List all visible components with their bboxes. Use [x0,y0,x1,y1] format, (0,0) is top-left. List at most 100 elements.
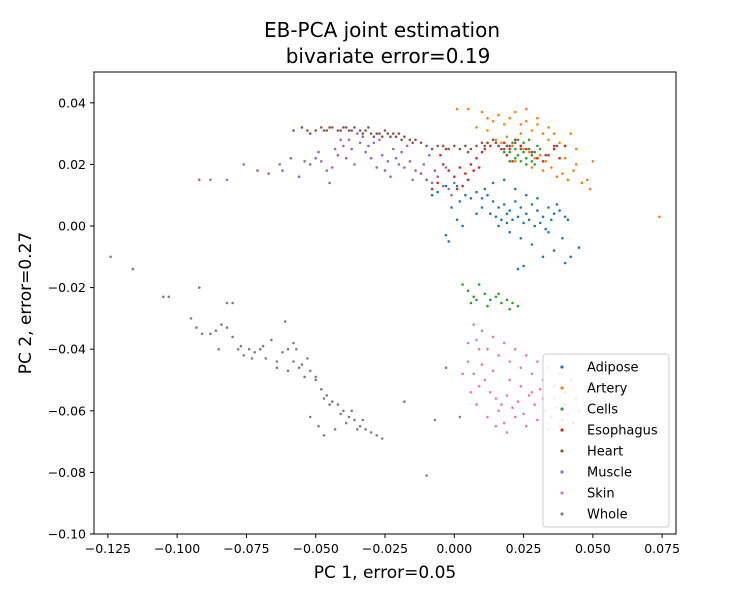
data-point [292,341,295,345]
data-point [297,366,301,370]
data-point [236,347,240,351]
data-point [483,292,487,296]
data-point [200,332,204,336]
data-point [347,138,351,142]
data-point [361,418,365,422]
data-point [483,147,487,151]
data-point [350,129,354,132]
data-point [519,366,523,370]
data-point [514,415,517,419]
data-point [458,415,462,419]
data-point [380,437,384,440]
data-point [505,394,509,397]
data-point [511,301,514,305]
data-point [530,243,534,246]
data-point [328,126,331,129]
data-point [308,415,312,419]
data-point [297,175,301,178]
data-point [530,166,534,169]
data-point [331,166,334,169]
data-point [500,218,503,222]
data-point [527,138,531,142]
data-point [472,169,476,172]
data-point [397,163,401,166]
legend-marker [560,386,564,390]
data-point [477,384,481,388]
data-point [577,246,581,249]
data-point [344,126,348,129]
points-layer [109,107,661,477]
data-point [502,421,506,425]
data-point [563,261,567,265]
data-point [414,138,417,142]
data-point [441,144,445,148]
series-muscle [198,132,456,197]
data-point [455,107,459,111]
data-point [225,301,229,305]
data-point [466,178,470,182]
data-point [333,428,337,431]
data-point [389,175,392,178]
data-point [536,116,539,120]
legend-label: Cells [587,403,618,418]
data-point [530,129,534,132]
data-point [547,153,550,157]
data-point [475,126,478,129]
legend-label: Whole [587,508,628,523]
data-point [225,326,229,329]
data-point [436,144,440,148]
data-point [292,129,295,132]
data-point [486,129,489,132]
data-point [259,347,262,351]
data-point [552,147,556,151]
data-point [527,150,531,154]
data-point [217,347,220,351]
data-point [519,147,523,151]
data-point [444,147,448,151]
data-point [536,360,539,363]
data-point [519,237,523,240]
data-point [278,163,282,166]
data-point [344,421,348,425]
data-point [320,160,323,163]
data-point [569,132,572,135]
data-point [430,147,434,151]
data-point [558,209,561,212]
data-point [494,138,498,142]
data-point [320,126,323,129]
chart-title: EB-PCA joint estimation [264,18,500,42]
data-point [322,397,326,400]
data-point [308,369,312,373]
data-point [480,150,484,154]
data-point [486,141,489,145]
data-point [436,190,440,194]
data-point [300,363,304,366]
data-point [508,230,512,234]
x-tick-label: 0.050 [575,541,611,556]
data-point [561,172,564,175]
data-point [317,424,320,428]
data-point [286,347,290,351]
data-point [538,387,542,391]
data-point [433,418,437,422]
data-point [430,181,434,185]
data-point [566,178,570,182]
data-point [508,209,512,212]
data-point [502,123,506,126]
legend-label: Heart [587,445,623,460]
data-point [375,434,379,437]
data-point [525,424,528,428]
data-point [500,301,503,305]
data-point [502,203,506,206]
data-point [322,129,326,132]
data-point [536,144,539,148]
data-point [525,156,528,160]
data-point [475,338,478,342]
data-point [497,206,500,209]
x-tick-label: 0.025 [506,541,542,556]
data-point [555,175,559,178]
x-axis-label: PC 1, error=0.05 [314,563,456,583]
data-point [555,144,559,148]
x-tick-label: −0.125 [85,541,131,556]
legend-box [542,353,670,528]
